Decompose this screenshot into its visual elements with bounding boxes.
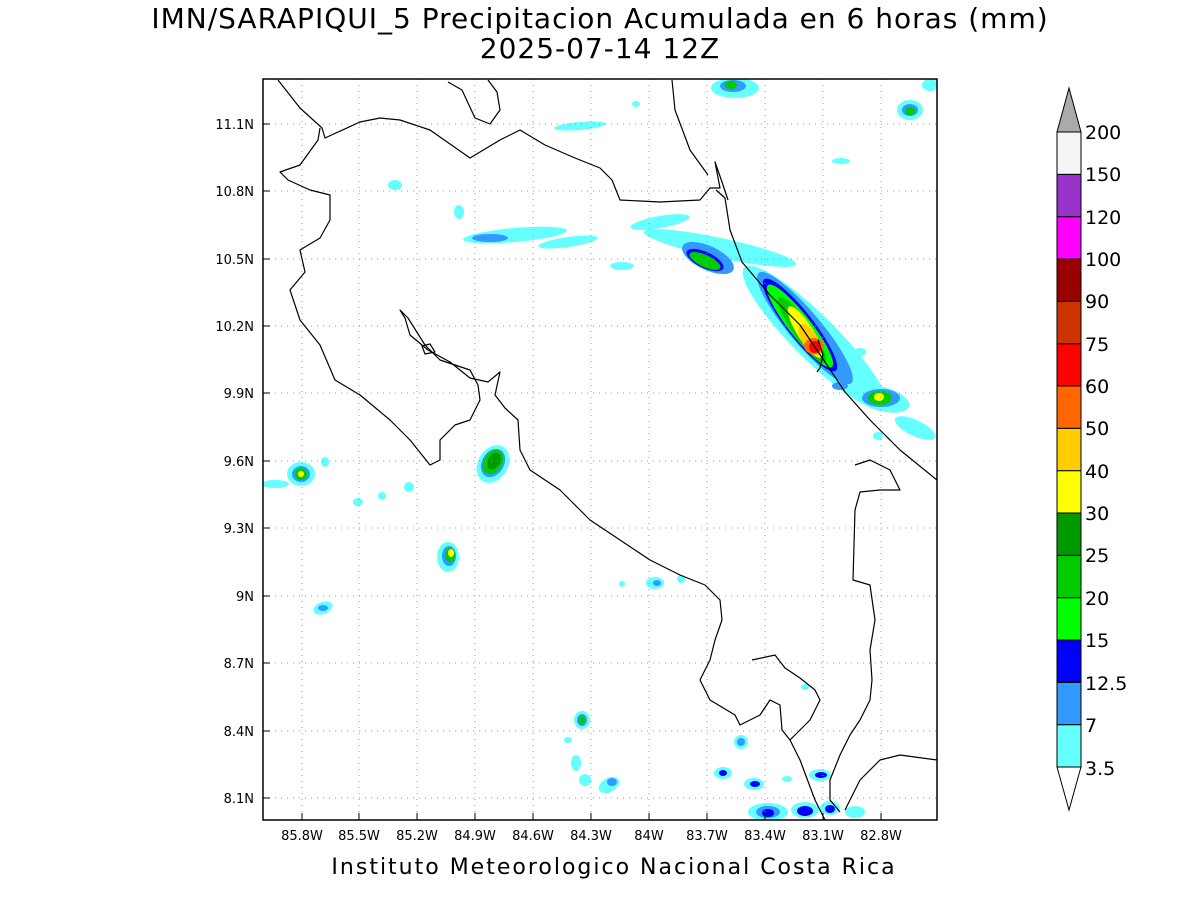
colorbar-level-label: 7 bbox=[1085, 715, 1097, 737]
lon-label: 84.9W bbox=[454, 829, 496, 844]
precip-band-northeast bbox=[388, 79, 937, 440]
colorbar-swatch bbox=[1056, 385, 1082, 429]
colorbar-level-label: 90 bbox=[1085, 291, 1109, 313]
colorbar-swatch bbox=[1056, 639, 1082, 683]
panama-border bbox=[829, 459, 901, 813]
colorbar-level-label: 12.5 bbox=[1085, 673, 1127, 695]
precipitation-layer bbox=[263, 79, 937, 820]
colorbar-swatch bbox=[1056, 512, 1082, 556]
lon-label: 83.1W bbox=[802, 829, 844, 844]
map-gridlines bbox=[263, 79, 937, 820]
colorbar-level-label: 100 bbox=[1085, 249, 1121, 271]
colorbar-level-label: 3.5 bbox=[1085, 758, 1115, 780]
east-coast-island bbox=[816, 339, 824, 373]
nicaragua-lake-shore bbox=[447, 79, 501, 125]
lat-label: 8.1N bbox=[224, 792, 254, 807]
colorbar-level-label: 30 bbox=[1085, 503, 1109, 525]
colorbar-swatch bbox=[1056, 300, 1082, 345]
lat-label: 10.5N bbox=[215, 253, 254, 268]
colorbar-level-label: 120 bbox=[1085, 207, 1121, 229]
colorbar-level-label: 200 bbox=[1085, 122, 1121, 144]
longitude-labels: 85.8W 85.5W 85.2W 84.9W 84.6W 84.3W 84W … bbox=[281, 829, 902, 844]
lon-label: 83.7W bbox=[686, 829, 728, 844]
lon-label: 84W bbox=[634, 829, 664, 844]
lat-label: 9.6N bbox=[224, 455, 254, 470]
lat-label: 11.1N bbox=[215, 118, 254, 133]
colorbar-level-label: 150 bbox=[1085, 164, 1121, 186]
nicaragua-caribbean-coast bbox=[671, 79, 709, 176]
costa-rica-caribbean-coast bbox=[715, 189, 937, 481]
colorbar-bottom-arrow bbox=[1056, 766, 1082, 812]
colorbar-swatch bbox=[1056, 343, 1082, 387]
colorbar-level-label: 25 bbox=[1085, 545, 1109, 567]
colorbar-level-label: 15 bbox=[1085, 630, 1109, 652]
colorbar-segments bbox=[1056, 131, 1082, 768]
lon-label: 83.4W bbox=[744, 829, 786, 844]
colorbar-swatch bbox=[1056, 470, 1082, 514]
lat-label: 9.3N bbox=[224, 522, 254, 537]
lon-label: 85.5W bbox=[338, 829, 380, 844]
colorbar-swatch bbox=[1056, 131, 1082, 175]
colorbar-level-label: 20 bbox=[1085, 588, 1109, 610]
footer-credit: Instituto Meteorologico Nacional Costa R… bbox=[331, 855, 897, 880]
colorbar-swatch bbox=[1056, 173, 1082, 218]
latitude-labels: 11.1N 10.8N 10.5N 10.2N 9.9N 9.6N 9.3N 9… bbox=[215, 118, 254, 807]
colorbar-swatch bbox=[1056, 681, 1082, 726]
lat-label: 9N bbox=[236, 590, 254, 605]
colorbar: 200 150 120 100 90 75 60 50 40 30 25 20 … bbox=[1056, 86, 1127, 812]
lat-label: 8.7N bbox=[224, 657, 254, 672]
colorbar-top-arrow bbox=[1056, 86, 1082, 133]
map-date: 2025-07-14 12Z bbox=[479, 32, 721, 65]
colorbar-level-label: 75 bbox=[1085, 334, 1109, 356]
map-title: IMN/SARAPIQUI_5 Precipitacion Acumulada … bbox=[151, 2, 1049, 35]
precip-isolated-cells bbox=[263, 445, 865, 820]
lon-label: 84.3W bbox=[570, 829, 612, 844]
gulf-of-nicoya-shore bbox=[421, 343, 436, 355]
coastline-borders bbox=[277, 79, 937, 820]
colorbar-swatch bbox=[1056, 597, 1082, 641]
panama-pacific-coast bbox=[844, 754, 937, 811]
lat-label: 10.8N bbox=[215, 185, 254, 200]
lon-label: 82.8W bbox=[860, 829, 902, 844]
colorbar-swatch bbox=[1056, 427, 1082, 472]
colorbar-swatch bbox=[1056, 216, 1082, 260]
map-frame bbox=[262, 78, 938, 821]
lon-label: 85.8W bbox=[281, 829, 323, 844]
colorbar-level-label: 40 bbox=[1085, 461, 1109, 483]
colorbar-level-label: 60 bbox=[1085, 376, 1109, 398]
osa-peninsula-coast bbox=[751, 654, 821, 741]
lon-label: 85.2W bbox=[396, 829, 438, 844]
colorbar-swatch bbox=[1056, 724, 1082, 768]
nicoya-coast bbox=[279, 127, 826, 820]
lon-label: 84.6W bbox=[512, 829, 554, 844]
colorbar-level-label: 50 bbox=[1085, 418, 1109, 440]
nicaragua-border bbox=[277, 79, 729, 203]
axis-ticks bbox=[263, 123, 882, 820]
lat-label: 8.4N bbox=[224, 725, 254, 740]
colorbar-swatch bbox=[1056, 258, 1082, 302]
lat-label: 9.9N bbox=[224, 387, 254, 402]
lat-label: 10.2N bbox=[215, 320, 254, 335]
colorbar-swatch bbox=[1056, 554, 1082, 599]
